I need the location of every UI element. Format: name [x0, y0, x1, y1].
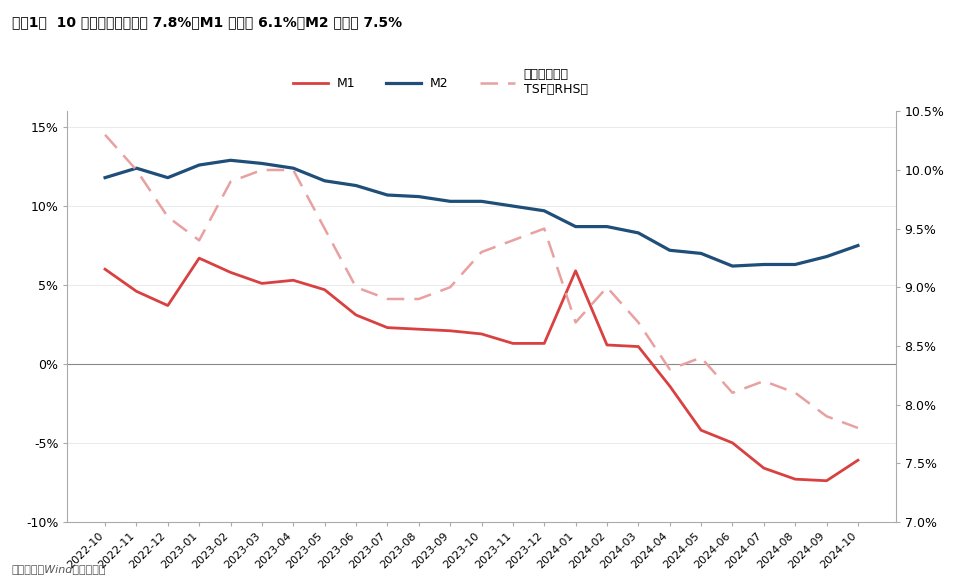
Text: 资料来源：Wind，中信建投: 资料来源：Wind，中信建投: [12, 564, 106, 574]
Legend: M1, M2, 社融（右轴）
TSF（RHS）: M1, M2, 社融（右轴） TSF（RHS）: [293, 68, 587, 96]
Text: 图表1：  10 月社融存量同比增 7.8%、M1 同比减 6.1%、M2 同比增 7.5%: 图表1： 10 月社融存量同比增 7.8%、M1 同比减 6.1%、M2 同比增…: [12, 15, 402, 29]
